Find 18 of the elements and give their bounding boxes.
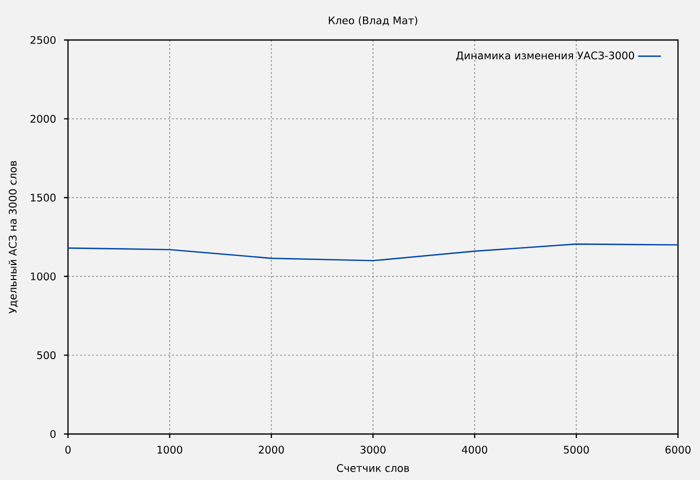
x-tick-label: 6000	[666, 446, 691, 454]
x-tick-label: 0	[65, 446, 71, 454]
y-tick-label: 2000	[30, 114, 56, 123]
legend-label: Динамика изменения УАСЗ-3000	[456, 52, 634, 61]
y-tick-label: 1500	[30, 194, 56, 202]
y-tick-label: 500	[37, 351, 56, 360]
line-series	[68, 243, 678, 262]
chart-title: Клео (Влад Мат)	[328, 16, 418, 26]
x-tick-label: 5000	[564, 446, 589, 454]
x-tick-label: 3000	[360, 446, 386, 454]
x-tick-label: 1000	[158, 446, 182, 454]
y-tick-label: 0	[50, 430, 56, 438]
x-axis-title: Счетчик слов	[336, 464, 409, 472]
x-tick-label: 4000	[462, 446, 488, 454]
y-axis-title: Удельный АСЗ на 3000 слов	[8, 161, 18, 314]
y-tick-label: 2500	[30, 36, 56, 44]
y-tick-label: 1000	[30, 272, 56, 280]
x-tick-label: 2000	[258, 446, 284, 454]
